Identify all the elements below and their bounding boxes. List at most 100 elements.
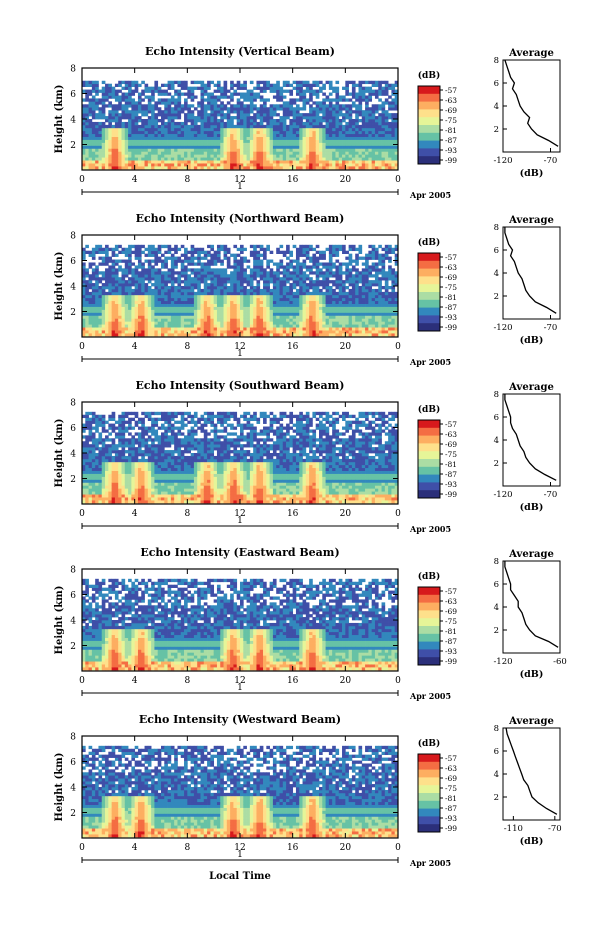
heatmap-cell xyxy=(114,288,119,293)
heatmap-cell xyxy=(338,151,343,155)
heatmap-cell xyxy=(305,160,310,164)
heatmap-cell xyxy=(256,294,261,299)
heatmap-cell xyxy=(259,244,264,249)
heatmap-cell xyxy=(230,315,234,319)
heatmap-cell xyxy=(259,306,264,310)
heatmap-cell xyxy=(154,127,159,132)
heatmap-cell xyxy=(299,303,303,307)
heatmap-cell xyxy=(220,127,224,132)
heatmap-cell xyxy=(365,139,369,143)
heatmap-cell xyxy=(315,124,320,129)
heatmap-cell xyxy=(216,127,221,132)
heatmap-cell xyxy=(315,145,320,149)
heatmap-cell xyxy=(269,306,274,310)
heatmap-cell xyxy=(226,154,231,158)
heatmap-cell xyxy=(295,98,300,102)
heatmap-cell xyxy=(378,83,382,87)
heatmap-cell xyxy=(302,297,307,302)
heatmap-cell xyxy=(249,315,254,319)
heatmap-cell xyxy=(137,294,142,299)
heatmap-cell xyxy=(236,297,241,302)
heatmap-cell xyxy=(124,160,129,164)
heatmap-cell xyxy=(233,286,238,290)
heatmap-cell xyxy=(105,92,109,96)
heatmap-cell xyxy=(98,166,103,170)
heatmap-cell xyxy=(292,259,297,263)
heatmap-cell xyxy=(144,151,149,155)
heatmap-cell xyxy=(95,145,99,149)
heatmap-cell xyxy=(147,151,152,155)
heatmap-cell xyxy=(279,330,284,334)
heatmap-cell xyxy=(276,148,280,152)
heatmap-cell xyxy=(223,92,228,96)
heatmap-cell xyxy=(299,309,303,313)
heatmap-cell xyxy=(295,116,300,120)
heatmap-cell xyxy=(190,86,195,90)
heatmap-cell xyxy=(131,151,136,155)
heatmap-cell xyxy=(151,294,155,299)
heatmap-cell xyxy=(121,133,126,137)
heatmap-cell xyxy=(319,294,323,299)
heatmap-cell xyxy=(91,306,96,310)
heatmap-cell xyxy=(223,154,228,158)
heatmap-cell xyxy=(187,160,191,164)
heatmap-cell xyxy=(157,321,162,325)
heatmap-cell xyxy=(108,315,112,319)
heatmap-cell xyxy=(259,277,264,281)
heatmap-cell xyxy=(325,98,330,102)
heatmap-cell xyxy=(210,139,215,143)
heatmap-cell xyxy=(358,119,363,123)
heatmap-cell xyxy=(348,312,353,316)
heatmap-cell xyxy=(203,306,208,310)
heatmap-cell xyxy=(114,83,119,87)
heatmap-cell xyxy=(82,247,86,252)
heatmap-cell xyxy=(365,324,369,328)
heatmap-cell xyxy=(184,324,188,328)
heatmap-cell xyxy=(325,300,330,304)
heatmap-cell xyxy=(114,294,119,299)
heatmap-cell xyxy=(157,294,162,299)
heatmap-cell xyxy=(137,247,142,252)
heatmap-cell xyxy=(374,107,379,111)
heatmap-cell xyxy=(292,145,297,149)
heatmap-cell xyxy=(332,157,336,161)
heatmap-cell xyxy=(328,83,333,87)
heatmap-cell xyxy=(286,145,290,149)
heatmap-cell xyxy=(299,160,303,164)
heatmap-cell xyxy=(131,274,136,278)
heatmap-cell xyxy=(101,92,106,96)
heatmap-cell xyxy=(355,333,359,337)
heatmap-cell xyxy=(276,312,280,316)
heatmap-cell xyxy=(108,309,112,313)
heatmap-cell xyxy=(243,303,247,307)
heatmap-cell xyxy=(226,151,231,155)
heatmap-cell xyxy=(302,274,307,278)
heatmap-cell xyxy=(105,133,109,137)
heatmap-cell xyxy=(216,121,221,126)
heatmap-cell xyxy=(292,163,297,167)
heatmap-cell xyxy=(184,145,188,149)
heatmap-cell xyxy=(312,121,317,126)
heatmap-cell xyxy=(124,327,129,331)
heatmap-cell xyxy=(213,321,218,325)
heatmap-cell xyxy=(292,300,297,304)
heatmap-cell xyxy=(167,130,172,135)
heatmap-cell xyxy=(289,294,294,299)
heatmap-cell xyxy=(256,315,261,319)
heatmap-cell xyxy=(322,142,326,146)
heatmap-cell xyxy=(85,104,89,108)
heatmap-cell xyxy=(292,130,297,135)
heatmap-cell xyxy=(345,139,349,143)
heatmap-cell xyxy=(170,116,175,120)
heatmap-cell xyxy=(108,166,112,170)
heatmap-cell xyxy=(315,283,320,287)
heatmap-cell xyxy=(170,321,175,325)
heatmap-cell xyxy=(315,163,320,167)
heatmap-cell xyxy=(355,309,359,313)
heatmap-cell xyxy=(335,283,340,287)
colorbar-swatch xyxy=(418,93,440,102)
heatmap-cell xyxy=(279,136,284,140)
heatmap-cell xyxy=(164,124,168,129)
heatmap-cell xyxy=(184,300,188,304)
heatmap-cell xyxy=(190,166,195,170)
